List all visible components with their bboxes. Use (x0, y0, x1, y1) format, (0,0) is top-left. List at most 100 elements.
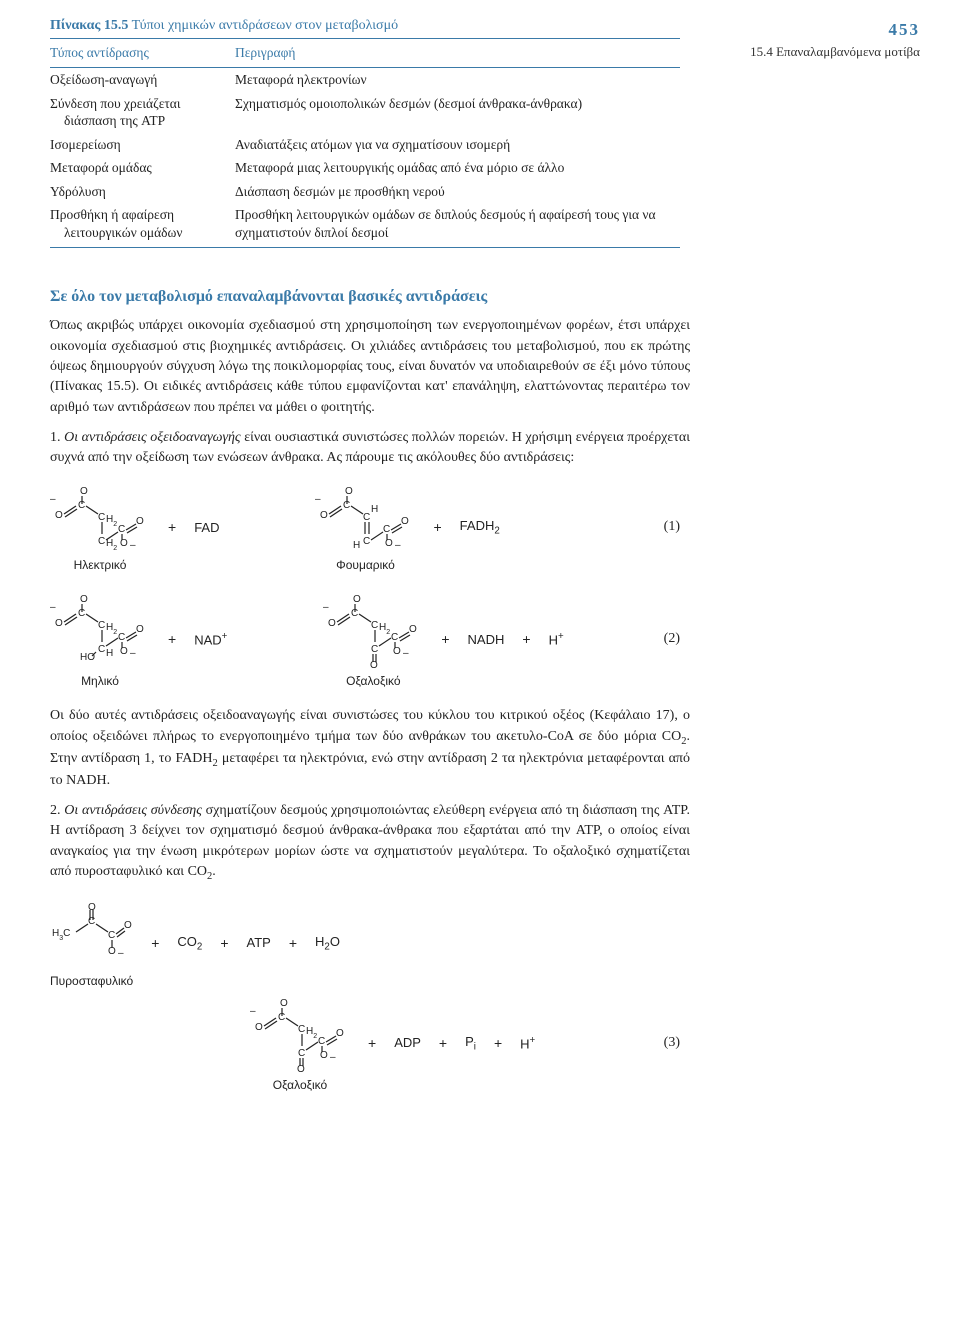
pi-label: Pi (465, 1034, 476, 1053)
svg-text:–: – (323, 602, 329, 613)
svg-text:–: – (130, 648, 136, 659)
plus-sign: + (289, 935, 297, 951)
oxaloacetate-label: Οξαλοξικό (346, 674, 400, 688)
svg-text:H: H (353, 540, 360, 551)
oxaloacetate-structure: – O C O CH2 C O C O (323, 590, 423, 688)
svg-text:O: O (401, 516, 409, 527)
fad-label: FAD (194, 520, 219, 535)
svg-text:O: O (55, 618, 63, 629)
svg-text:–: – (395, 540, 401, 551)
h-plus-label-2: H+ (520, 1035, 535, 1051)
svg-text:O: O (280, 998, 288, 1009)
svg-text:H: H (371, 504, 378, 515)
description-cell: Σχηματισμός ομοιοπολικών δεσμών (δεσμοί … (235, 92, 680, 133)
table-row: Οξείδωση-αναγωγήΜεταφορά ηλεκτρονίων (50, 68, 680, 92)
svg-text:O: O (345, 486, 353, 497)
equilibrium-arrow-icon (237, 519, 297, 535)
svg-text:O: O (136, 516, 144, 527)
svg-text:H2: H2 (379, 622, 390, 636)
reaction-types-table: Πίνακας 15.5 Τύποι χημικών αντιδράσεων σ… (50, 18, 680, 248)
malate-label: Μηλικό (81, 674, 119, 688)
plus-sign: + (494, 1035, 502, 1051)
svg-text:O: O (88, 902, 96, 913)
list-item-1: 1. Οι αντιδράσεις οξειδοαναγωγής είναι ο… (50, 428, 690, 469)
co2-label: CO2 (177, 934, 202, 953)
svg-text:H2: H2 (306, 1026, 317, 1040)
atp-label: ATP (247, 935, 271, 950)
fadh2-label: FADH2 (460, 518, 500, 537)
description-cell: Μεταφορά ηλεκτρονίων (235, 68, 680, 92)
svg-text:C: C (98, 536, 105, 547)
reaction-3: H3C C O C O O – Πυροσταφυλικό + (50, 898, 690, 1092)
svg-text:O: O (409, 624, 417, 635)
svg-text:C: C (118, 632, 125, 643)
svg-text:C: C (371, 620, 378, 631)
svg-text:C: C (118, 524, 125, 535)
description-cell: Προσθήκη λειτουργικών ομάδων σε διπλούς … (235, 203, 680, 248)
table-number: Πίνακας 15.5 (50, 18, 128, 33)
table-header-2: Περιγραφή (235, 39, 680, 68)
svg-text:O: O (370, 660, 378, 671)
nadh-label: NADH (468, 632, 505, 647)
list-item-2: 2. Οι αντιδράσεις σύνδεσης σχηματίζουν δ… (50, 801, 690, 884)
svg-text:C: C (108, 930, 115, 941)
svg-text:O: O (336, 1028, 344, 1039)
equilibrium-arrow-icon (245, 631, 305, 647)
reaction-type-cell: Ισομερείωση (50, 133, 235, 157)
svg-text:–: – (130, 540, 136, 551)
oxaloacetate-structure-2: – O C O CH2 C O C O (250, 994, 350, 1092)
table-row: ΥδρόλυσηΔιάσπαση δεσμών με προσθήκη νερο… (50, 180, 680, 204)
description-cell: Αναδιατάξεις ατόμων για να σχηματίσουν ι… (235, 133, 680, 157)
plus-sign: + (168, 631, 176, 647)
oxaloacetate-label-2: Οξαλοξικό (273, 1078, 327, 1092)
svg-text:C: C (383, 524, 390, 535)
description-cell: Διάσπαση δεσμών με προσθήκη νερού (235, 180, 680, 204)
table-row: Σύνδεση που χρειάζεταιδιάσπαση της ATPΣχ… (50, 92, 680, 133)
table-row: ΙσομερείωσηΑναδιατάξεις ατόμων για να σχ… (50, 133, 680, 157)
table-row: Μεταφορά ομάδαςΜεταφορά μιας λειτουργική… (50, 156, 680, 180)
svg-text:O: O (255, 1022, 263, 1033)
equation-number-1: (1) (664, 519, 690, 535)
reaction-type-cell: Προσθήκη ή αφαίρεσηλειτουργικών ομάδων (50, 203, 235, 248)
plus-sign: + (433, 519, 441, 535)
plus-sign: + (168, 519, 176, 535)
page-side-header: 453 15.4 Επαναλαμβανόμενα μοτίβα (710, 18, 920, 60)
plus-sign: + (151, 935, 159, 951)
svg-text:H2: H2 (106, 622, 117, 636)
svg-text:O: O (320, 1050, 328, 1061)
pyruvate-label: Πυροσταφυλικό (50, 974, 133, 988)
svg-text:–: – (250, 1006, 256, 1017)
succinate-label: Ηλεκτρικό (74, 558, 127, 572)
svg-text:C: C (88, 916, 95, 927)
svg-text:C: C (363, 536, 370, 547)
table-header-1: Τύπος αντίδρασης (50, 39, 235, 68)
malate-structure: – O C O CH2 C H HO C O (50, 590, 150, 688)
fumarate-structure: – O C O C H C H C O (315, 482, 415, 572)
paragraph-2: Οι δύο αυτές αντιδράσεις οξειδοαναγωγής … (50, 706, 690, 791)
svg-text:O: O (55, 510, 63, 521)
svg-text:O: O (120, 538, 128, 549)
svg-text:H2: H2 (106, 514, 117, 528)
svg-text:–: – (50, 494, 56, 505)
svg-text:–: – (315, 494, 321, 505)
h2o-label: H2O (315, 934, 340, 953)
description-cell: Μεταφορά μιας λειτουργικής ομάδας από έν… (235, 156, 680, 180)
reaction-type-cell: Οξείδωση-αναγωγή (50, 68, 235, 92)
reaction-type-cell: Σύνδεση που χρειάζεταιδιάσπαση της ATP (50, 92, 235, 133)
table-title: Τύποι χημικών αντιδράσεων στον μεταβολισ… (132, 18, 398, 33)
svg-text:C: C (98, 644, 105, 655)
equation-number-2: (2) (664, 631, 690, 647)
svg-text:C: C (98, 620, 105, 631)
svg-text:O: O (80, 486, 88, 497)
svg-text:–: – (403, 648, 409, 659)
svg-text:–: – (330, 1052, 336, 1063)
adp-label: ADP (394, 1035, 421, 1050)
svg-text:O: O (80, 594, 88, 605)
svg-text:–: – (118, 948, 124, 959)
svg-text:C: C (298, 1024, 305, 1035)
reaction-1: – O C O CH2 CH2 C O O – (50, 482, 690, 572)
svg-text:O: O (385, 538, 393, 549)
succinate-structure: – O C O CH2 CH2 C O O – (50, 482, 150, 572)
paragraph-1: Όπως ακριβώς υπάρχει οικονομία σχεδιασμο… (50, 316, 690, 417)
equation-number-3: (3) (664, 1035, 690, 1051)
